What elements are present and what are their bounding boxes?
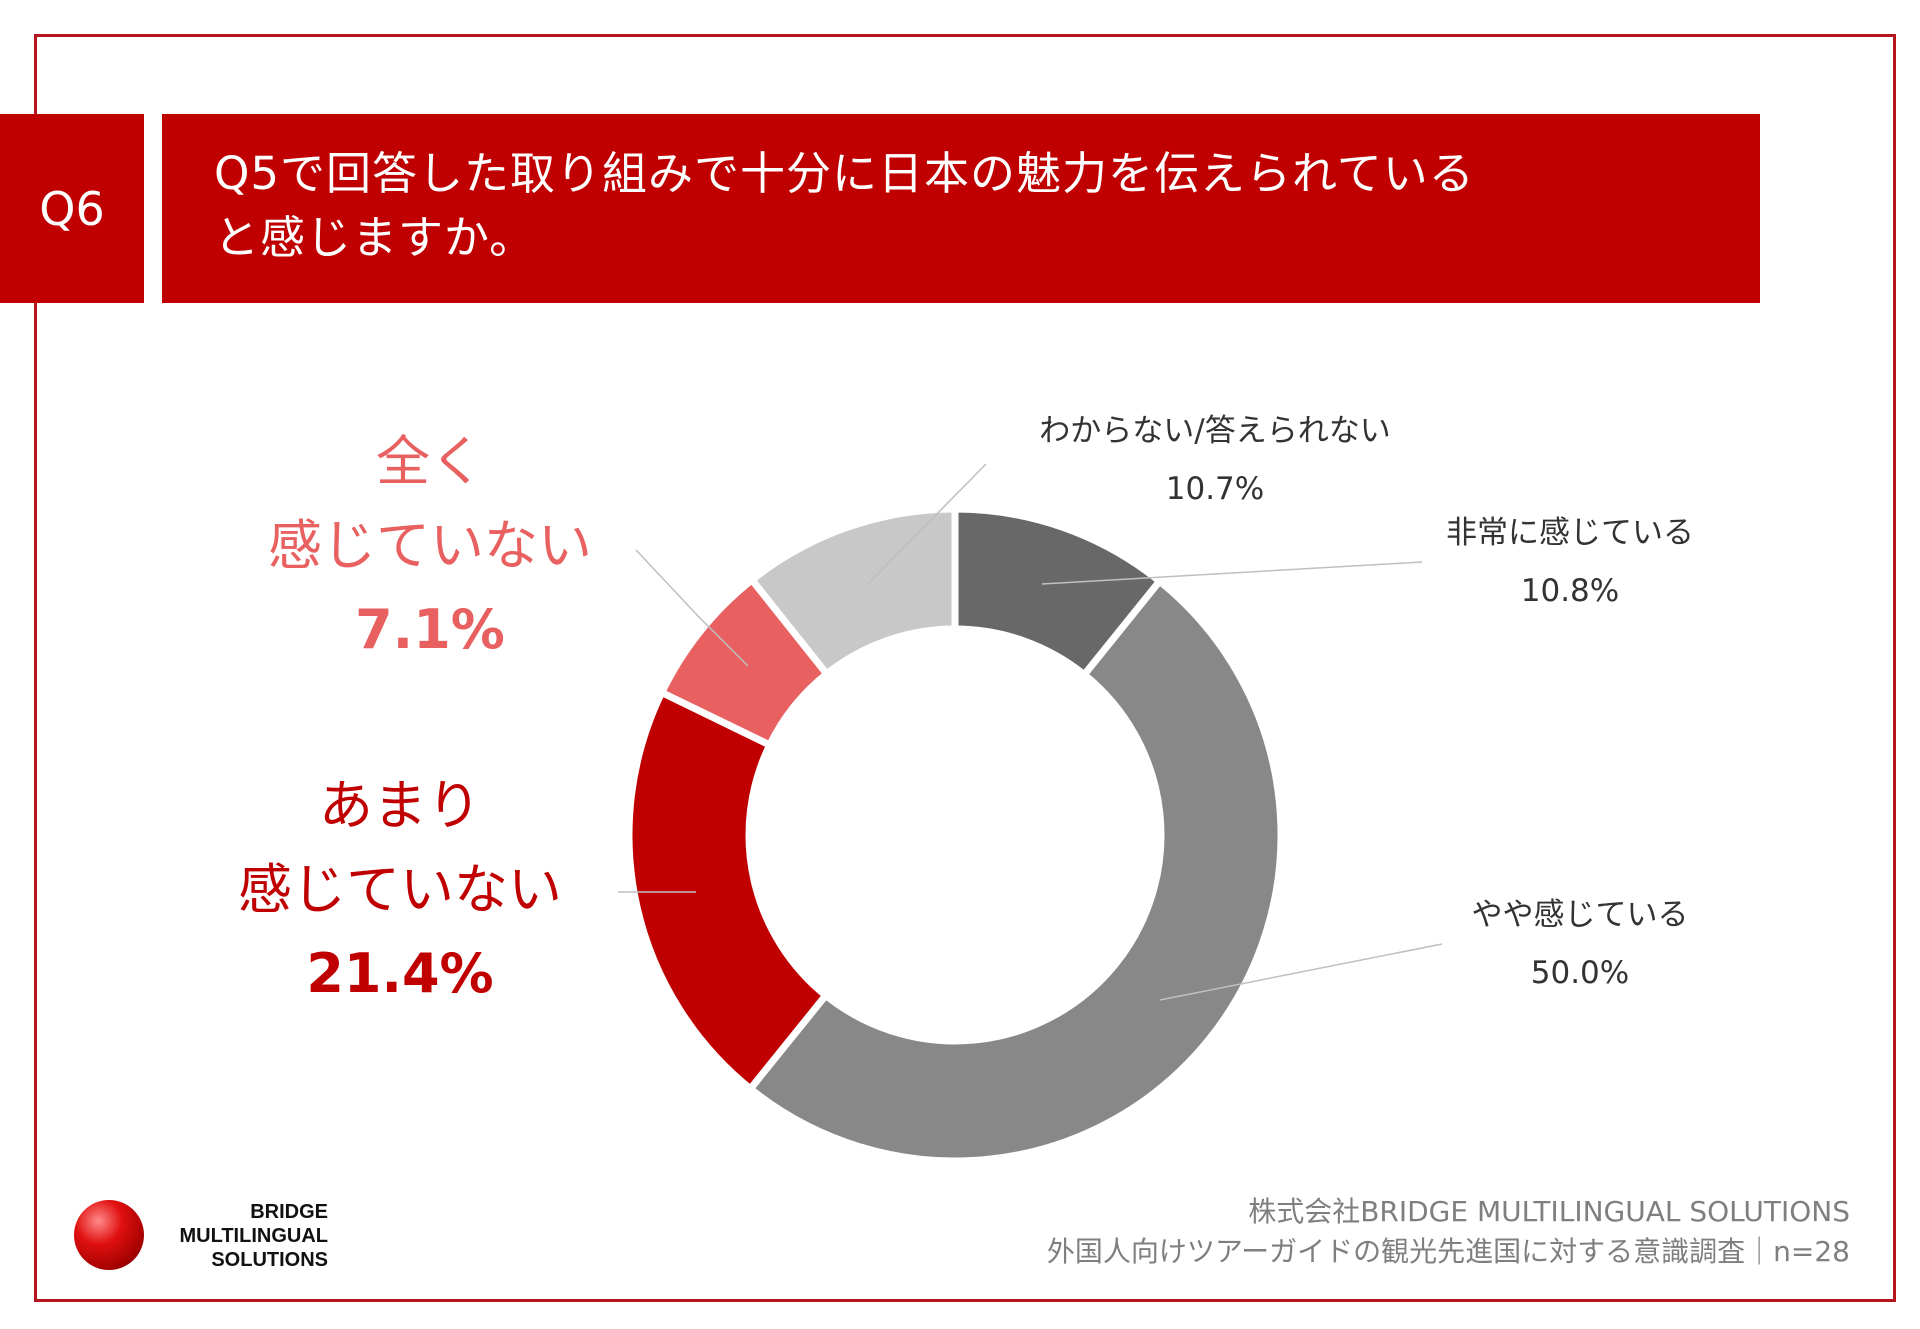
- question-title-bar: Q5で回答した取り組みで十分に日本の魅力を伝えられている と感じますか。: [162, 114, 1760, 303]
- label-somewhat-name: やや感じている: [1471, 897, 1689, 933]
- label-not-much-pct: 21.4%: [306, 942, 494, 1005]
- leader-line-not-at-all: [635, 549, 749, 667]
- label-very-pct: 10.8%: [1520, 573, 1620, 609]
- label-not-at-all-pct: 7.1%: [355, 598, 505, 661]
- label-very: 非常に感じている 10.8%: [1400, 504, 1740, 620]
- question-text-line2: と感じますか。: [214, 211, 536, 264]
- label-unknown-name: わからない/答えられない: [1039, 413, 1391, 449]
- leader-line-unknown: [867, 463, 987, 585]
- label-very-name: 非常に感じている: [1446, 515, 1694, 551]
- question-badge: Q6: [0, 114, 144, 303]
- question-text-line1: Q5で回答した取り組みで十分に日本の魅力を伝えられている: [214, 147, 1475, 200]
- leader-line-somewhat: [1159, 943, 1443, 1001]
- slice-not-much: [625, 687, 831, 1094]
- slice-somewhat: [745, 576, 1285, 1165]
- label-somewhat-pct: 50.0%: [1530, 955, 1630, 991]
- source-note: 株式会社BRIDGE MULTILINGUAL SOLUTIONS 外国人向けツ…: [1047, 1192, 1850, 1272]
- slice-unknown: [747, 505, 959, 679]
- label-not-at-all: 全く 感じていない 7.1%: [240, 420, 620, 672]
- label-unknown: わからない/答えられない 10.7%: [1000, 402, 1430, 518]
- label-not-at-all-line1: 全く: [376, 430, 484, 493]
- slide-frame: [34, 34, 1896, 1302]
- source-survey: 外国人向けツアーガイドの観光先進国に対する意識調査｜n=28: [1046, 1235, 1850, 1268]
- label-not-much: あまり 感じていない 21.4%: [210, 764, 590, 1016]
- question-number: Q6: [39, 181, 105, 236]
- label-not-at-all-line2: 感じていない: [268, 514, 592, 577]
- leader-line-very: [1041, 561, 1423, 585]
- logo-text: BRIDGE MULTILINGUAL SOLUTIONS: [150, 1200, 329, 1272]
- label-not-much-line2: 感じていない: [238, 858, 562, 921]
- company-logo: BRIDGE MULTILINGUAL SOLUTIONS: [74, 1200, 334, 1272]
- label-somewhat: やや感じている 50.0%: [1420, 886, 1740, 1002]
- label-not-much-line1: あまり: [319, 774, 481, 837]
- label-unknown-pct: 10.7%: [1165, 471, 1265, 507]
- logo-line3: SOLUTIONS: [211, 1249, 328, 1271]
- logo-sphere-icon: [74, 1200, 144, 1270]
- logo-line1: BRIDGE: [250, 1201, 328, 1223]
- donut-slices: [625, 505, 1285, 1165]
- logo-line2: MULTILINGUAL: [179, 1225, 329, 1247]
- source-company: 株式会社BRIDGE MULTILINGUAL SOLUTIONS: [1248, 1195, 1850, 1228]
- leader-lines: [618, 463, 1443, 1001]
